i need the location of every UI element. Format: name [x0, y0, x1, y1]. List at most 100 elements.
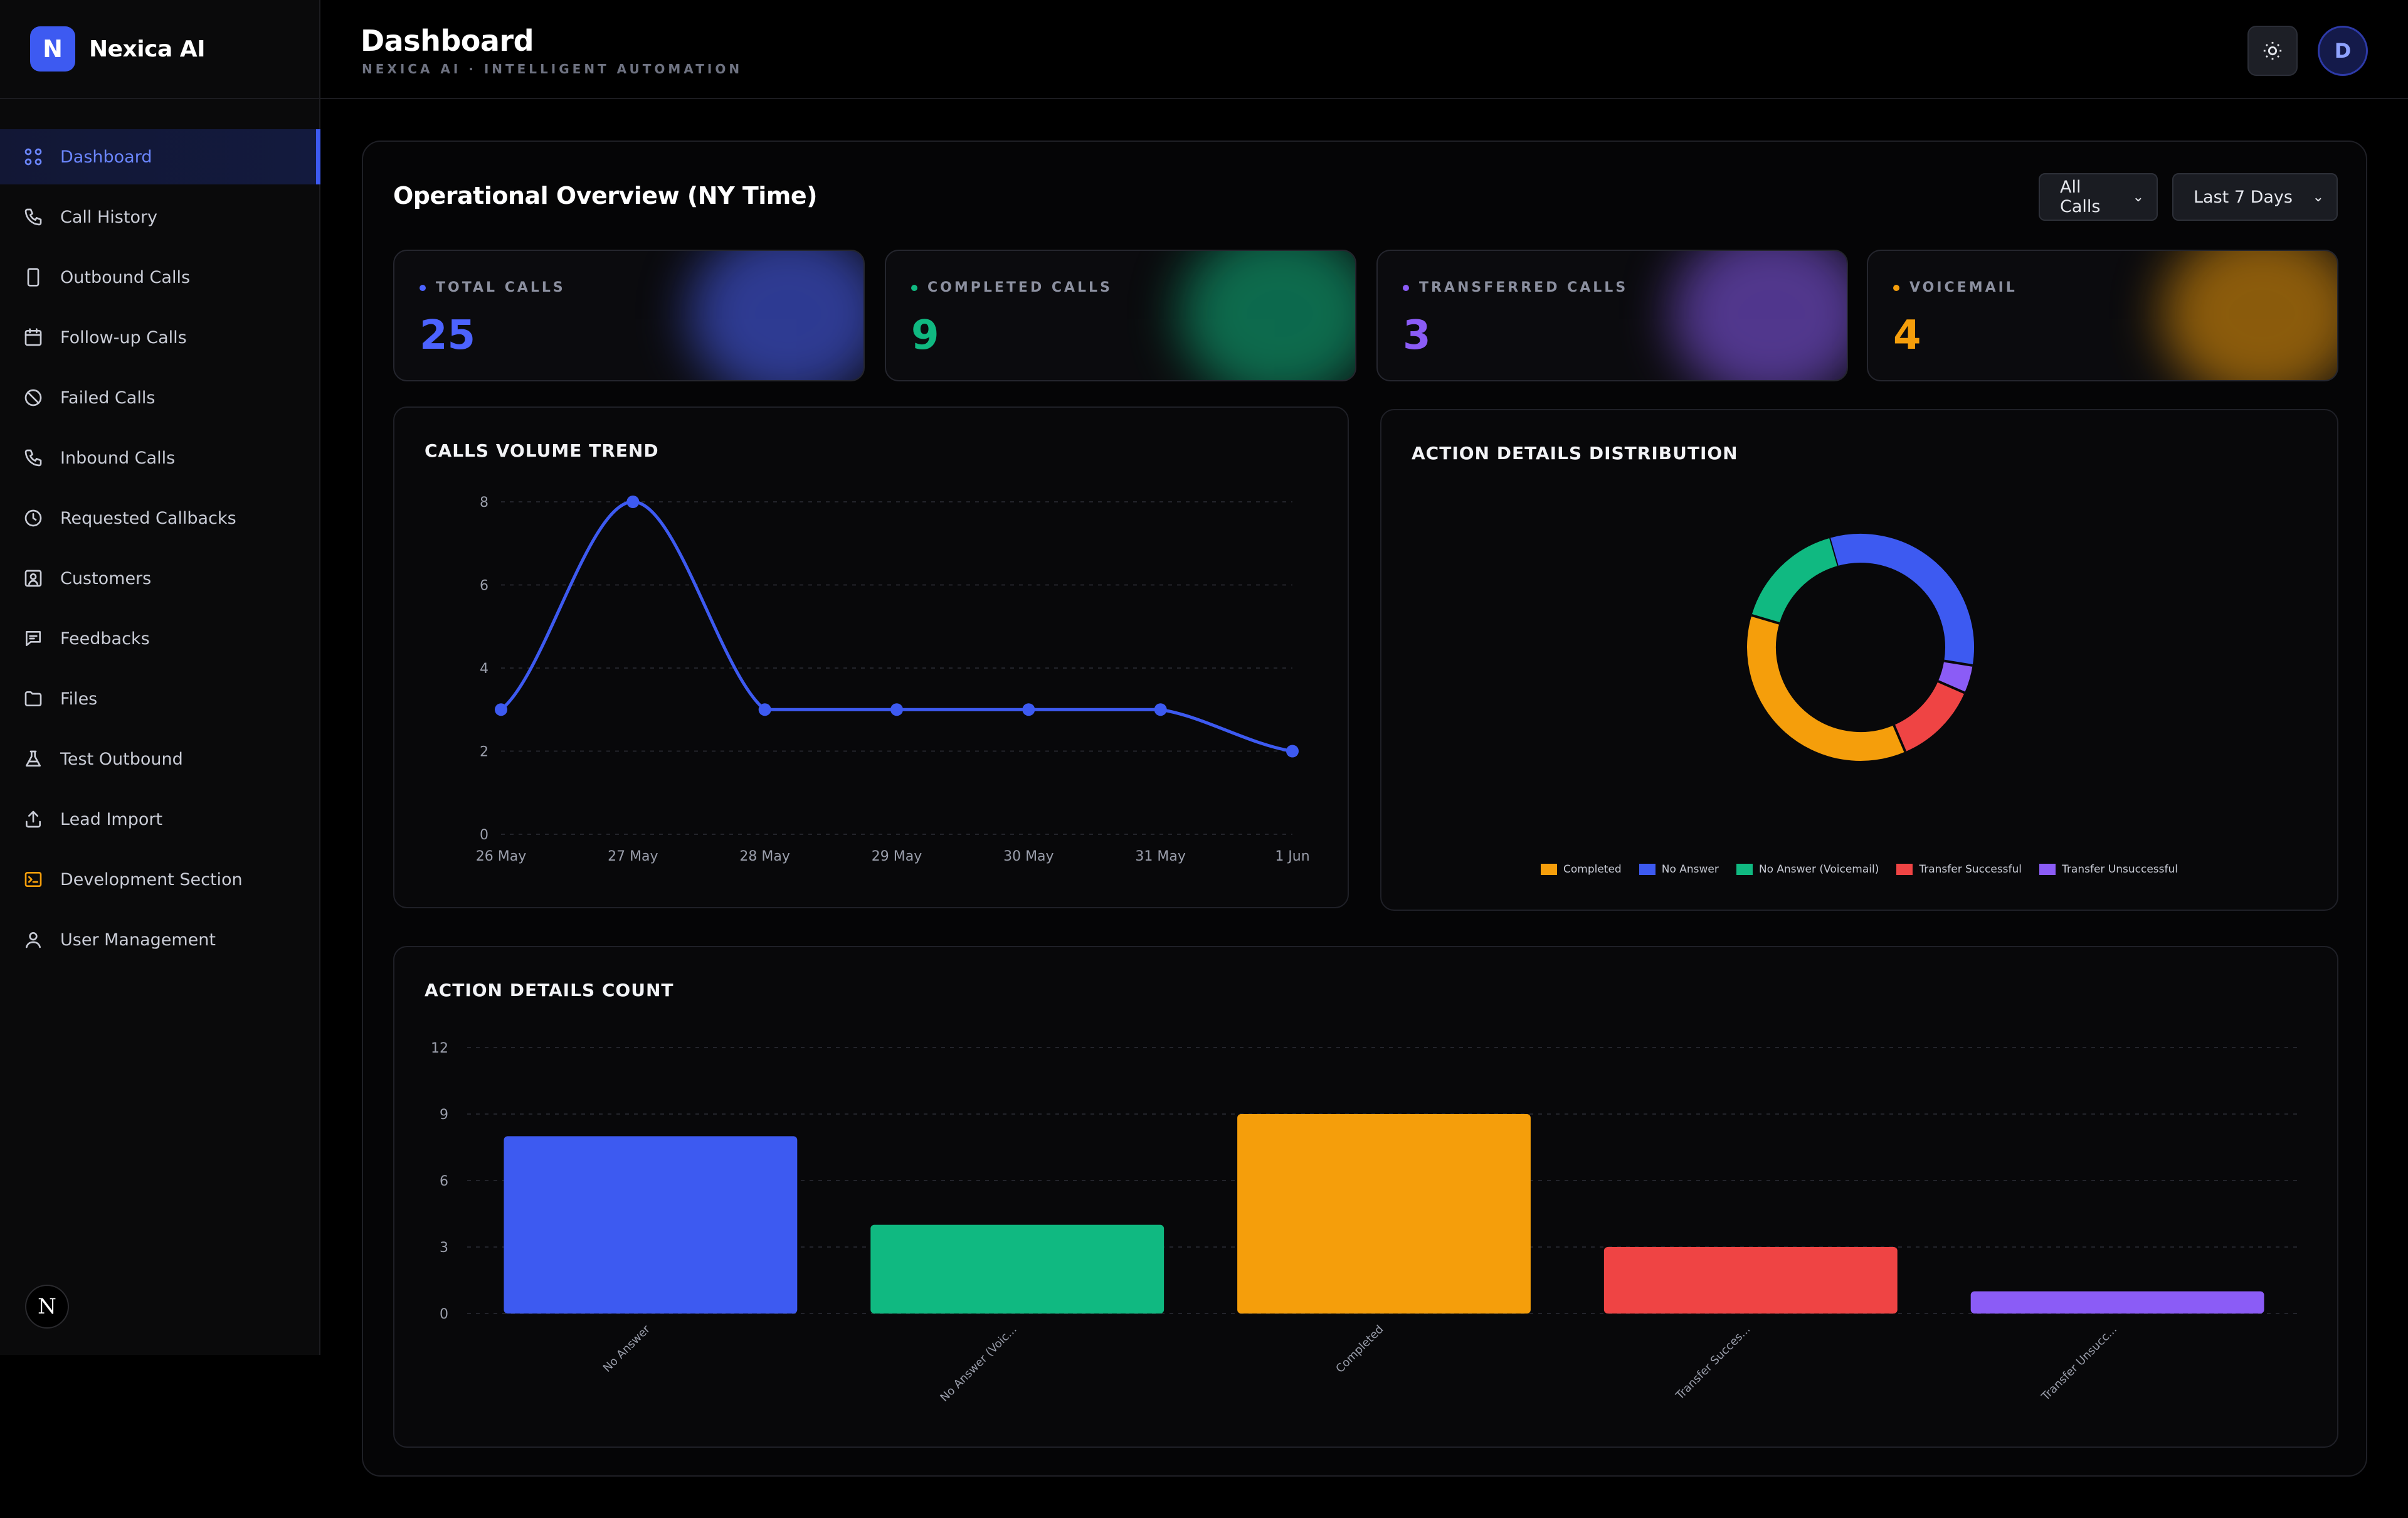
theme-toggle-button[interactable]	[2247, 26, 2298, 76]
action-count-panel: ACTION DETAILS COUNT 0 3 6 9 12 No Answer No A…	[393, 946, 2338, 1448]
flask-icon	[23, 748, 44, 770]
stat-card-transferred-calls[interactable]: TRANSFERRED CALLS 3	[1376, 250, 1848, 381]
sidebar-item-label: Development Section	[60, 869, 243, 889]
sidebar-item-files[interactable]: Files	[0, 671, 320, 726]
stat-card-total-calls[interactable]: TOTAL CALLS 25	[393, 250, 865, 381]
x-tick-label: Transfer Succes...	[1673, 1323, 1753, 1403]
sidebar-item-customers[interactable]: Customers	[0, 551, 320, 606]
pie-slice-no-answer-voicemail-[interactable]	[1751, 538, 1838, 624]
action-count-title: ACTION DETAILS COUNT	[425, 980, 674, 1001]
bar[interactable]	[870, 1224, 1164, 1314]
page-header: Dashboard NEXICA AI · INTELLIGENT AUTOMA…	[320, 0, 2408, 99]
date-range-select[interactable]: Last 7 Days ⌄	[2172, 173, 2338, 221]
pie-slice-transfer-successful[interactable]	[1893, 681, 1965, 752]
pie-slice-completed[interactable]	[1747, 615, 1906, 761]
legend-item[interactable]: No Answer	[1639, 863, 1719, 876]
calls-volume-title: CALLS VOLUME TREND	[425, 440, 659, 461]
action-distribution-title: ACTION DETAILS DISTRIBUTION	[1412, 443, 1738, 464]
sidebar-divider	[0, 98, 320, 99]
card-glow	[688, 251, 863, 380]
data-point[interactable]	[626, 496, 640, 508]
pie-slice-transfer-unsuccessful[interactable]	[1938, 660, 1973, 693]
stat-label-text: VOICEMAIL	[1909, 280, 2017, 295]
sun-icon	[2263, 41, 2282, 60]
action-distribution-chart	[1747, 534, 1974, 761]
sidebar-item-user-management[interactable]: User Management	[0, 912, 320, 967]
sidebar-item-outbound-calls[interactable]: Outbound Calls	[0, 250, 320, 305]
x-tick-label: 31 May	[1135, 849, 1185, 864]
bar[interactable]	[504, 1136, 798, 1314]
data-point[interactable]	[1286, 745, 1299, 758]
stat-value: 3	[1403, 312, 1431, 359]
legend-item[interactable]: No Answer (Voicemail)	[1736, 863, 1879, 876]
x-tick-label: 1 Jun	[1275, 849, 1309, 864]
framework-badge[interactable]: N	[25, 1285, 69, 1329]
series-line	[500, 500, 1293, 753]
page-title: Dashboard	[361, 24, 534, 58]
sidebar-item-follow-up-calls[interactable]: Follow-up Calls	[0, 310, 320, 365]
stat-label-text: COMPLETED CALLS	[927, 280, 1112, 295]
x-tick-label: 27 May	[608, 849, 658, 864]
chevron-down-icon: ⌄	[2132, 189, 2144, 205]
sidebar-item-label: User Management	[60, 930, 216, 950]
legend-swatch	[1736, 864, 1753, 875]
user-avatar[interactable]: D	[2318, 26, 2368, 76]
call-type-select[interactable]: All Calls ⌄	[2039, 173, 2158, 221]
stat-card-voicemail[interactable]: VOICEMAIL 4	[1867, 250, 2338, 381]
sidebar-item-label: Failed Calls	[60, 388, 156, 408]
y-tick-label: 0	[480, 827, 488, 843]
sidebar-item-lead-import[interactable]: Lead Import	[0, 792, 320, 847]
y-tick-label: 2	[480, 745, 488, 760]
stat-value: 9	[911, 312, 939, 359]
card-glow	[2162, 251, 2337, 380]
sidebar-item-failed-calls[interactable]: Failed Calls	[0, 370, 320, 425]
sidebar: N Nexica AI Dashboard Call History Outboun…	[0, 0, 320, 1355]
sidebar-item-requested-callbacks[interactable]: Requested Callbacks	[0, 491, 320, 546]
stat-label: COMPLETED CALLS	[911, 280, 1112, 295]
legend-item[interactable]: Completed	[1541, 863, 1622, 876]
x-tick-label: Completed	[1333, 1323, 1386, 1376]
sidebar-item-inbound-calls[interactable]: Inbound Calls	[0, 430, 320, 486]
pie-slice-no-answer[interactable]	[1829, 534, 1974, 666]
legend-label: Transfer Unsuccessful	[2062, 863, 2178, 876]
bar[interactable]	[1603, 1247, 1898, 1314]
chevron-down-icon: ⌄	[2312, 189, 2324, 205]
legend-label: Transfer Successful	[1919, 863, 2022, 876]
sidebar-item-test-outbound[interactable]: Test Outbound	[0, 731, 320, 787]
legend-swatch	[1639, 864, 1656, 875]
sidebar-item-label: Lead Import	[60, 809, 163, 829]
data-point[interactable]	[495, 703, 507, 716]
y-tick-label: 3	[440, 1240, 448, 1256]
data-point[interactable]	[1022, 703, 1035, 716]
data-point[interactable]	[758, 703, 771, 716]
sidebar-item-dashboard[interactable]: Dashboard	[0, 129, 320, 184]
data-point[interactable]	[1154, 703, 1167, 716]
sidebar-item-label: Follow-up Calls	[60, 327, 187, 348]
terminal-icon	[23, 869, 44, 890]
legend-swatch	[1896, 864, 1913, 875]
sidebar-item-label: Test Outbound	[60, 749, 183, 769]
status-dot-icon	[1893, 284, 1899, 291]
data-point[interactable]	[890, 703, 903, 716]
legend-item[interactable]: Transfer Successful	[1896, 863, 2022, 876]
card-glow	[1180, 251, 1355, 380]
sidebar-item-feedbacks[interactable]: Feedbacks	[0, 611, 320, 666]
legend-swatch	[1541, 864, 1557, 875]
y-tick-label: 9	[440, 1107, 448, 1123]
sidebar-item-call-history[interactable]: Call History	[0, 189, 320, 245]
sidebar-item-label: Dashboard	[60, 147, 152, 167]
bar[interactable]	[1237, 1114, 1531, 1314]
stat-label-text: TOTAL CALLS	[436, 280, 566, 295]
y-tick-label: 6	[480, 578, 488, 594]
y-tick-label: 12	[431, 1041, 448, 1056]
x-tick-label: 26 May	[476, 849, 526, 864]
legend-item[interactable]: Transfer Unsuccessful	[2039, 863, 2178, 876]
sidebar-item-development-section[interactable]: Development Section	[0, 852, 320, 907]
sidebar-item-label: Inbound Calls	[60, 448, 176, 468]
bar[interactable]	[1970, 1291, 2264, 1314]
stat-card-completed-calls[interactable]: COMPLETED CALLS 9	[885, 250, 1356, 381]
brand[interactable]: N Nexica AI	[30, 26, 206, 72]
status-dot-icon	[1403, 284, 1409, 291]
legend-swatch	[2039, 864, 2056, 875]
